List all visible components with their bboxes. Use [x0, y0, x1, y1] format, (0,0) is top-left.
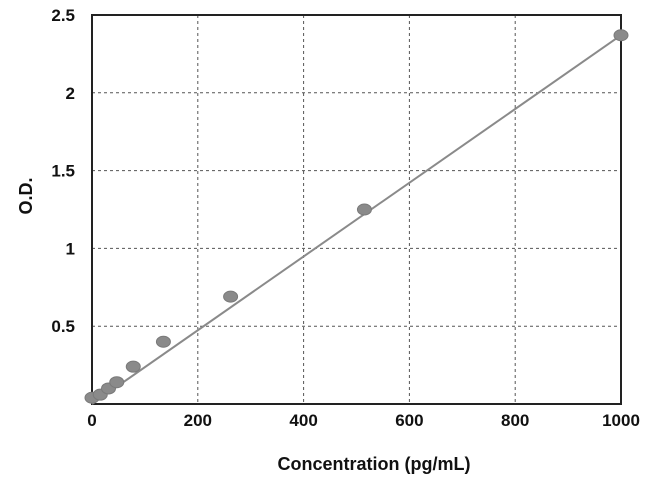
data-point [356, 203, 372, 216]
data-point [155, 335, 171, 348]
y-tick-label: 2 [66, 84, 75, 103]
x-tick-label: 1000 [602, 411, 640, 430]
y-tick-label: 1.5 [51, 162, 75, 181]
data-point [125, 360, 141, 373]
x-tick-label: 800 [501, 411, 529, 430]
x-tick-label: 600 [395, 411, 423, 430]
fit-line [91, 34, 622, 405]
y-tick-label: 2.5 [51, 6, 75, 25]
data-point [613, 29, 629, 42]
y-axis-ticks: 0.5 1 1.5 2 2.5 [51, 6, 75, 336]
x-tick-label: 400 [289, 411, 317, 430]
x-tick-label: 0 [87, 411, 96, 430]
data-points [84, 29, 629, 404]
data-point [109, 376, 125, 389]
fit-line-group [91, 34, 622, 405]
y-tick-label: 0.5 [51, 317, 75, 336]
data-point [223, 290, 239, 303]
plot-area [91, 14, 622, 405]
x-axis-label: Concentration (pg/mL) [278, 454, 471, 474]
y-tick-label: 1 [66, 239, 75, 258]
x-axis-ticks: 0 200 400 600 800 1000 [87, 411, 640, 430]
grid-lines [92, 15, 621, 404]
y-axis-label: O.D. [16, 177, 36, 214]
x-tick-label: 200 [184, 411, 212, 430]
